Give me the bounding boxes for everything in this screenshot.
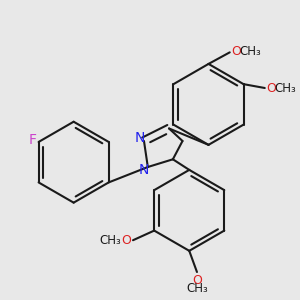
- Text: O: O: [121, 234, 131, 247]
- Text: N: N: [135, 131, 145, 145]
- Text: CH₃: CH₃: [186, 282, 208, 295]
- Text: O: O: [267, 82, 277, 94]
- Text: CH₃: CH₃: [239, 45, 261, 58]
- Text: O: O: [192, 274, 202, 287]
- Text: O: O: [232, 45, 242, 58]
- Text: CH₃: CH₃: [100, 234, 122, 247]
- Text: N: N: [139, 163, 149, 177]
- Text: CH₃: CH₃: [274, 82, 296, 94]
- Text: F: F: [29, 133, 37, 147]
